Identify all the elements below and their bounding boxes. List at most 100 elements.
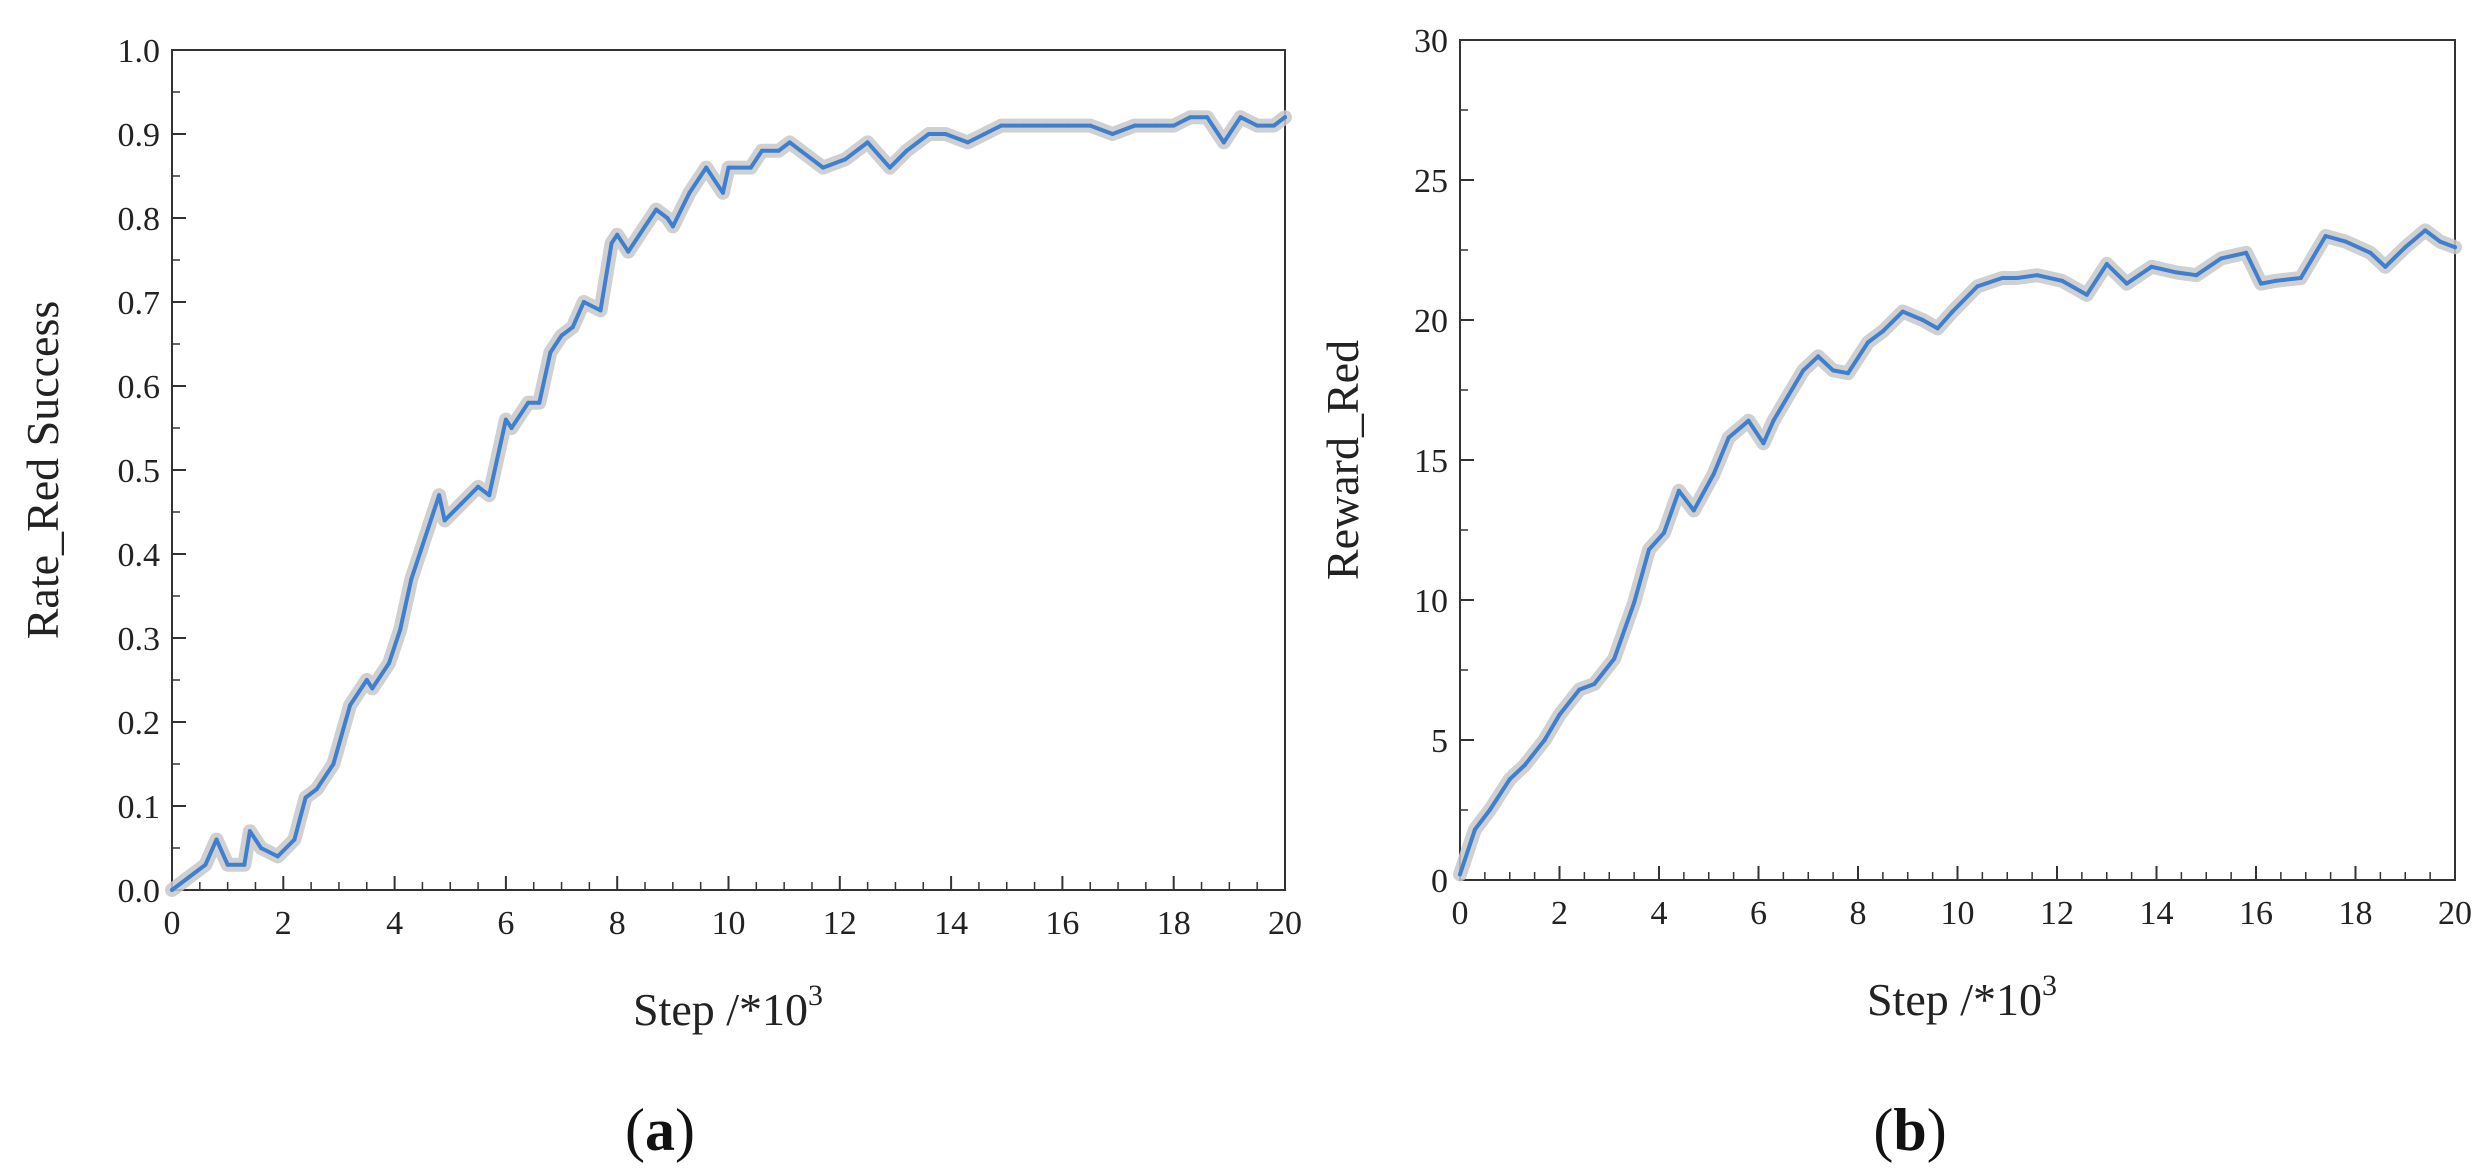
data-point [904,148,909,153]
data-point [487,493,492,498]
x-tick-label: 20 [2438,895,2472,932]
data-point [626,249,631,254]
data-point [1472,827,1477,832]
data-point [1801,368,1806,373]
data-point [1021,123,1026,128]
x-tick-label: 14 [934,905,968,942]
data-point [2403,245,2408,250]
data-point [1171,123,1176,128]
x-tick-label: 0 [164,905,181,942]
x-tick-label: 4 [1651,895,1668,932]
data-point [1880,329,1885,334]
panel-label-a-letter: a [645,1097,675,1163]
data-point [1577,687,1582,692]
data-point [331,762,336,766]
x-tick-label: 16 [2239,895,2273,932]
data-point [242,862,247,867]
series-points-b [1458,228,2457,877]
data-point [1188,115,1193,120]
data-point [1155,123,1159,128]
data-point [2219,256,2224,261]
x-tick-label: 6 [497,905,514,942]
data-point [670,224,675,229]
data-point [581,300,586,304]
panel-label-b-close: ) [1927,1097,1947,1163]
series-band [165,110,1292,897]
panel-label-b-letter: b [1893,1097,1926,1163]
data-point [726,165,731,170]
y-tick-label: 10 [1414,583,1448,620]
data-point [1662,530,1666,535]
x-tick-label: 10 [1941,895,1975,932]
x-tick-label: 12 [2040,895,2074,932]
data-point [398,627,403,632]
data-point [982,132,987,136]
y-tick-label: 0 [1431,863,1448,900]
series-points-a [170,115,1287,892]
data-point [1507,777,1512,782]
data-point [537,400,542,405]
data-point [570,325,575,330]
data-point [798,148,803,153]
x-tick-label: 0 [1452,895,1469,932]
data-point [2323,234,2328,238]
y-tick-label: 1.0 [118,33,161,70]
x-axis-title-b-superscript: 3 [2042,969,2057,1002]
data-point [1761,441,1766,446]
x-tick-label: 8 [609,905,626,942]
data-point [926,132,931,136]
y-tick-label: 30 [1414,23,1448,60]
y-tick-label: 0.1 [118,789,161,826]
data-point [548,350,553,355]
data-point [1647,547,1651,552]
y-tick-label: 0.7 [118,285,161,322]
data-point [1221,140,1226,145]
confidence-band-a [165,110,1292,897]
data-point [2368,250,2373,255]
y-tick-label: 20 [1414,303,1448,340]
x-tick-label: 2 [275,905,292,942]
data-point [598,308,603,313]
data-point [1816,354,1821,359]
data-point [275,854,280,859]
data-point [170,888,174,892]
data-point [2174,270,2179,275]
data-point [2035,273,2040,278]
data-point [186,875,191,880]
data-point [654,207,659,212]
data-point [1711,472,1716,476]
data-point [720,190,725,195]
data-point [426,526,430,531]
axis-ticks-a: 0 2 4 6 8 10 12 14 16 18 20 0.0 0.1 0.2 0.3 0.4 0.5 0.6 0.… [118,33,1303,942]
panel-label-a-close: ) [675,1097,695,1163]
data-point [1458,872,1462,877]
data-point [1632,600,1637,605]
data-point [1771,418,1776,423]
data-point [1866,340,1870,345]
y-axis-title-b: Reward_Red [1317,340,1368,580]
data-point [2244,250,2249,255]
y-tick-label: 0.6 [118,369,161,406]
data-point [2273,278,2278,283]
data-point [609,241,614,246]
data-point [704,165,709,170]
x-axis-title-a: Step /*103 [633,979,823,1035]
data-point [999,123,1004,128]
data-point [314,787,319,792]
series-line [170,115,1287,892]
y-tick-label: 25 [1414,163,1448,200]
x-tick-label: 18 [2339,895,2373,932]
data-point [643,224,647,229]
data-point [1746,418,1751,423]
series-lines-b [1458,228,2457,877]
y-tick-label: 0.3 [118,621,161,658]
x-tick-label: 12 [823,905,857,942]
y-tick-label: 15 [1414,443,1448,480]
confidence-band-b [1453,223,2462,882]
x-tick-label: 14 [2140,895,2174,932]
data-point [1088,123,1093,128]
panel-label-b-open: ( [1873,1097,1893,1163]
x-axis-title-a-superscript: 3 [808,979,823,1012]
data-point [1975,284,1980,289]
